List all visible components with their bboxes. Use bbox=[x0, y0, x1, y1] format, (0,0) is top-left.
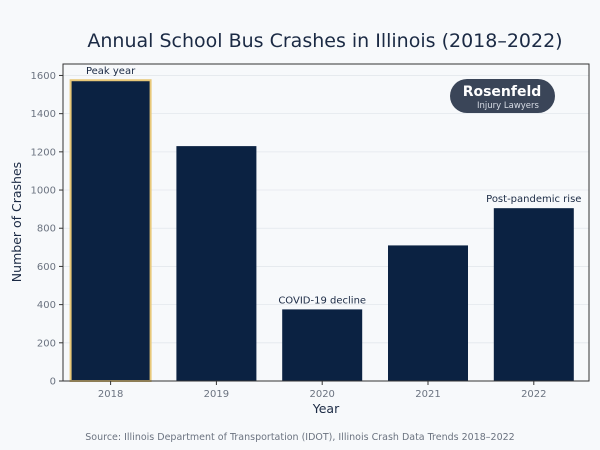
logo-tagline: Injury Lawyers bbox=[477, 101, 540, 111]
annotation-2022: Post-pandemic rise bbox=[486, 194, 581, 205]
x-tick-label: 2018 bbox=[98, 389, 123, 400]
y-tick-label: 200 bbox=[37, 338, 56, 349]
bar-2018 bbox=[69, 79, 152, 382]
y-tick-label: 400 bbox=[37, 300, 56, 311]
plot-frame bbox=[62, 63, 590, 382]
y-tick-label: 0 bbox=[50, 377, 56, 388]
source-note: Source: Illinois Department of Transport… bbox=[85, 432, 515, 443]
y-tick-label: 1200 bbox=[31, 147, 56, 158]
chart-title: Annual School Bus Crashes in Illinois (2… bbox=[87, 30, 563, 52]
bar-2020 bbox=[282, 309, 363, 381]
y-tick-label: 1400 bbox=[31, 109, 56, 120]
bar-2022 bbox=[493, 208, 574, 381]
y-tick-label: 800 bbox=[37, 224, 56, 235]
y-axis-label: Number of Crashes bbox=[9, 162, 24, 282]
y-tick-label: 1600 bbox=[31, 71, 56, 82]
annotation-2020: COVID-19 decline bbox=[278, 295, 366, 306]
bar-2019 bbox=[176, 146, 257, 381]
x-axis-label: Year bbox=[312, 401, 340, 416]
x-tick-label: 2019 bbox=[204, 389, 229, 400]
x-tick-label: 2020 bbox=[309, 389, 334, 400]
x-tick-label: 2021 bbox=[415, 389, 440, 400]
logo: Rosenfeld Injury Lawyers bbox=[450, 79, 555, 113]
y-tick-label: 600 bbox=[37, 262, 56, 273]
bar-2021 bbox=[388, 245, 468, 381]
x-tick-label: 2022 bbox=[521, 389, 546, 400]
y-tick-label: 1000 bbox=[31, 186, 56, 197]
logo-name: Rosenfeld bbox=[463, 84, 542, 100]
annotation-2018: Peak year bbox=[86, 66, 136, 77]
